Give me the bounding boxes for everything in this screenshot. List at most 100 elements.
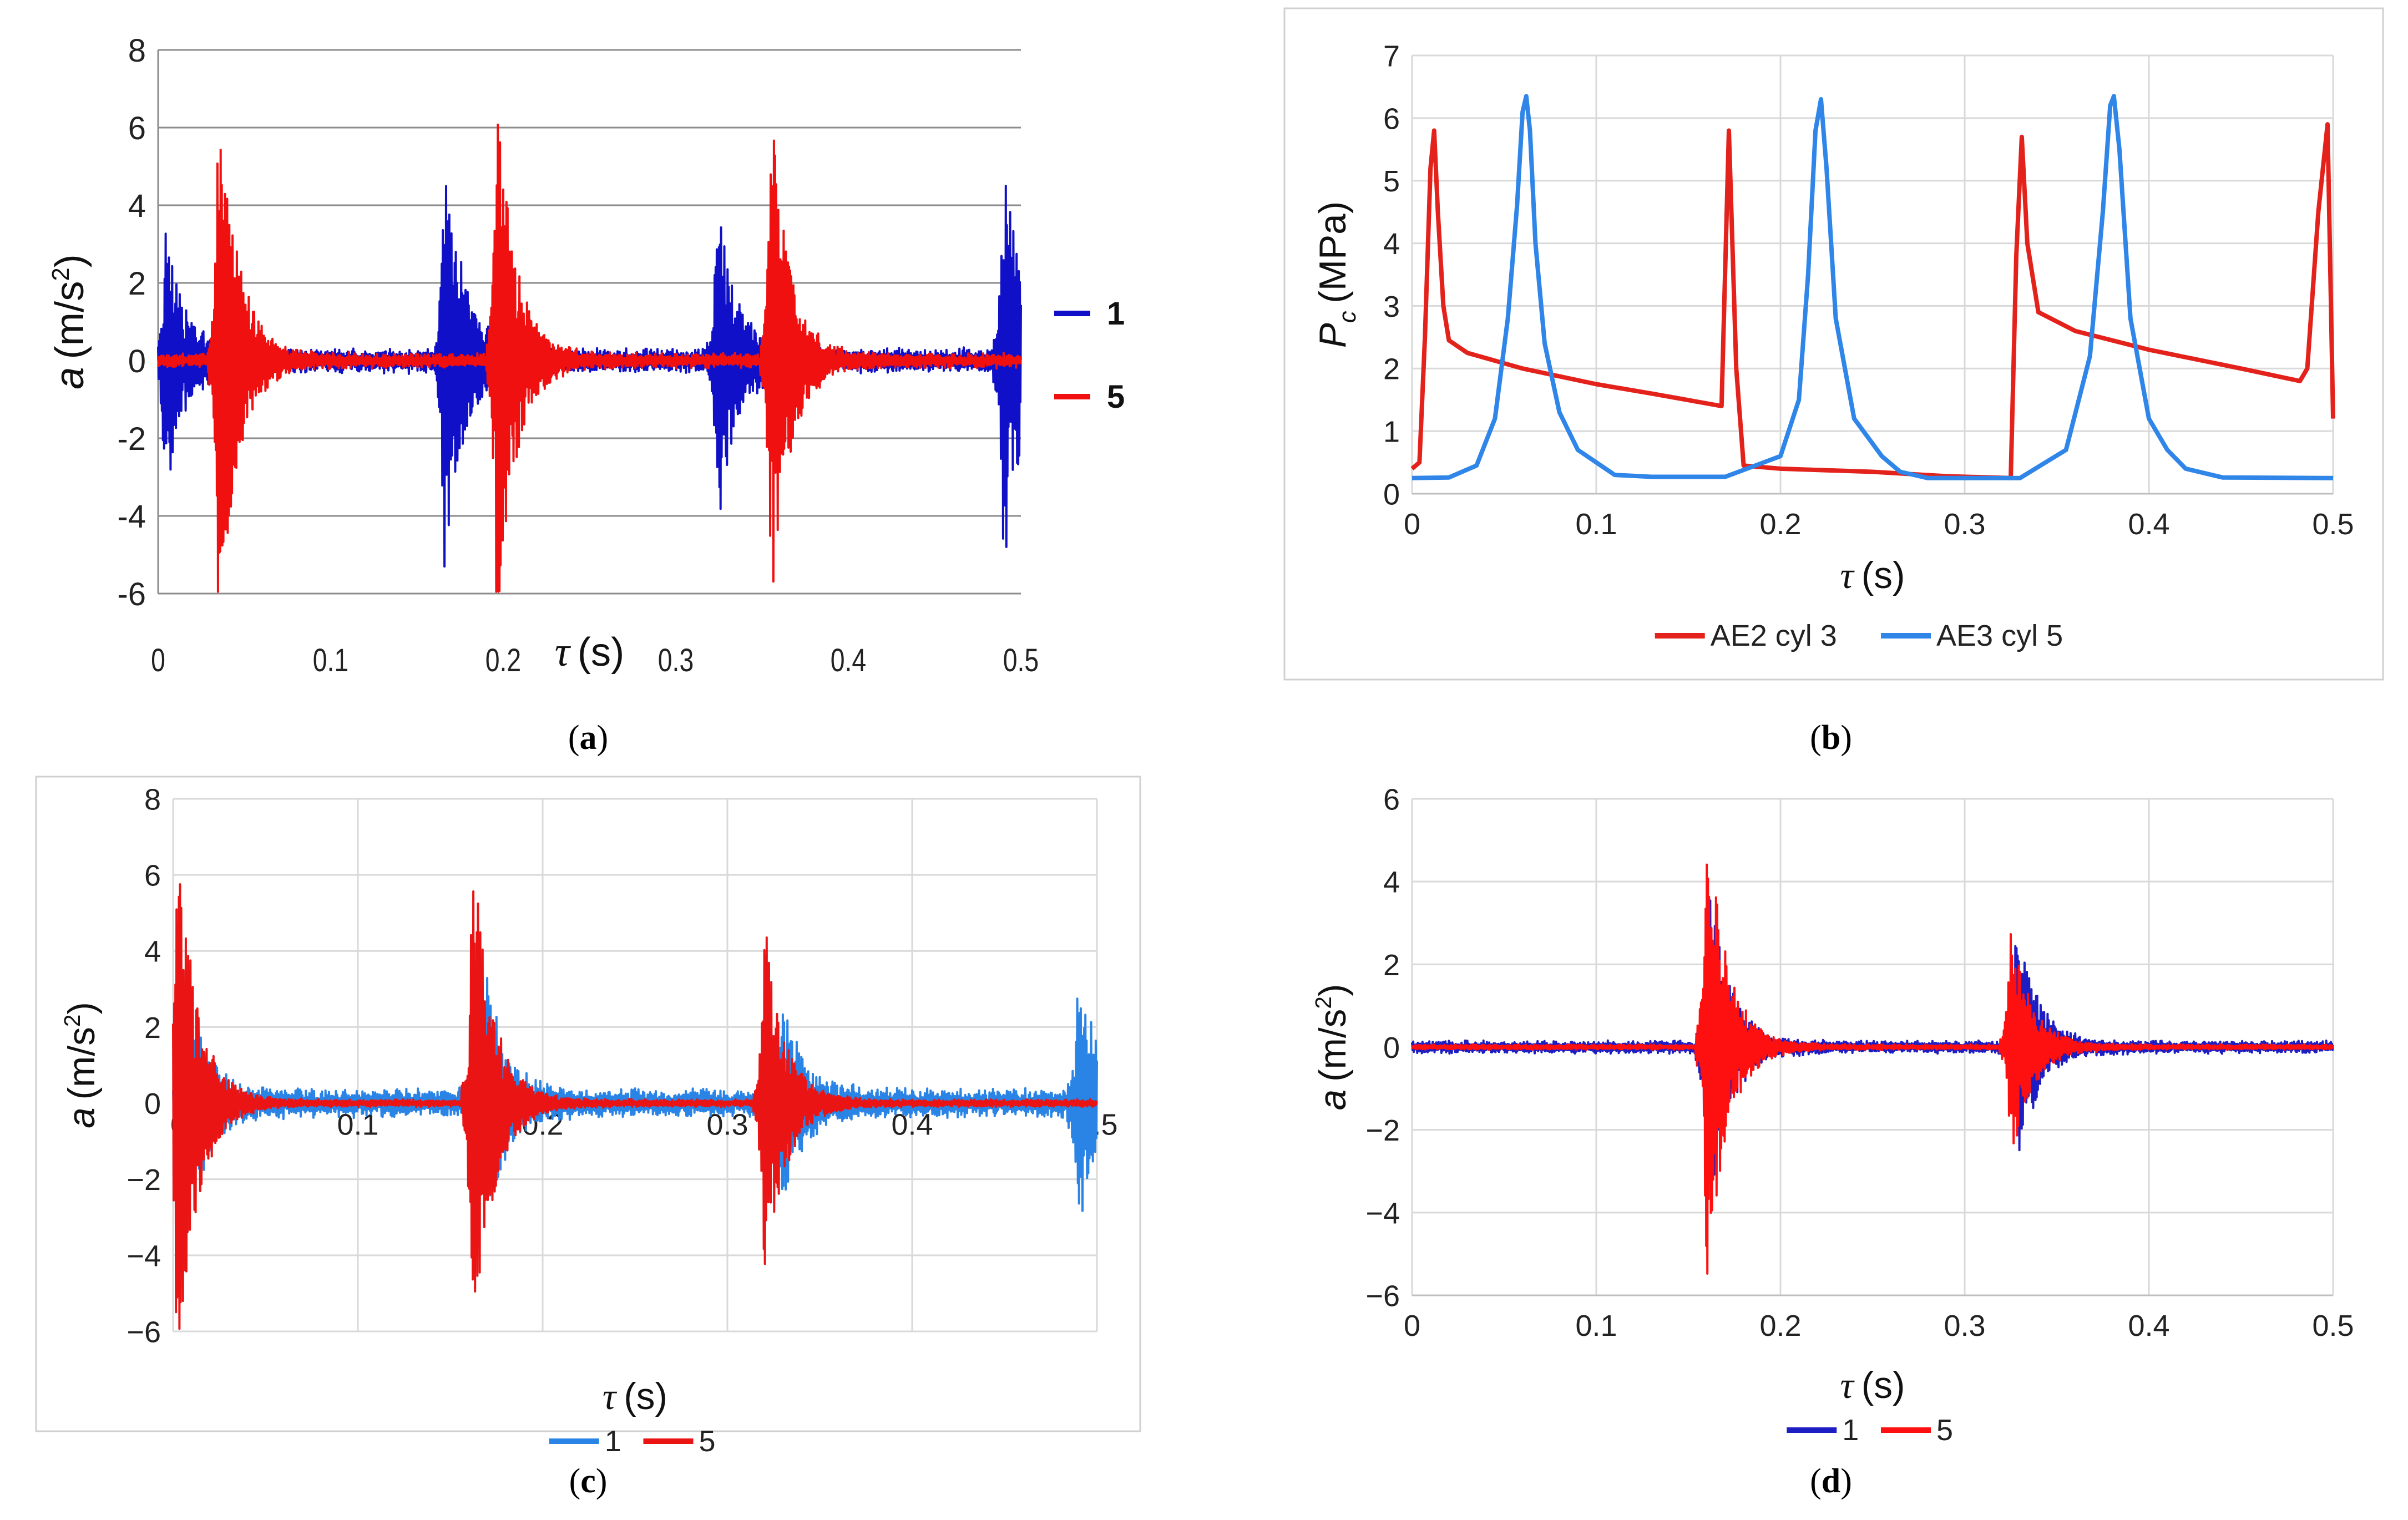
x-tick-label: 0.2 xyxy=(1759,508,1801,541)
y-tick-label: 0 xyxy=(1383,1031,1400,1065)
series-line-1 xyxy=(1410,122,2335,480)
y-axis-subscript: c xyxy=(1334,311,1361,323)
series-trace-1 xyxy=(157,185,1022,568)
y-tick-label: 0 xyxy=(144,1087,161,1121)
series-trace-2 xyxy=(172,883,1098,1330)
x-tick-label: 0.2 xyxy=(485,642,522,678)
x-tick-label: 0.5 xyxy=(2312,1309,2354,1342)
x-axis-label: τ (s) xyxy=(1840,1365,1905,1406)
y-tick-label: 4 xyxy=(1383,227,1400,261)
y-axis-unit: (m/s xyxy=(1312,1009,1354,1082)
y-tick-label: 0 xyxy=(128,343,146,379)
y-tick-label: −6 xyxy=(127,1315,161,1349)
y-axis-close: ) xyxy=(1312,984,1354,996)
y-axis-label: a (m/s2) xyxy=(1311,984,1354,1111)
legend-label: 5 xyxy=(1107,379,1125,415)
y-tick-label: 1 xyxy=(1383,416,1400,449)
y-tick-label: 3 xyxy=(1383,290,1400,323)
y-axis-superscript: 2 xyxy=(1311,996,1336,1009)
x-tick-label: 0.3 xyxy=(658,642,694,678)
x-axis-unit: (s) xyxy=(1861,1365,1905,1406)
y-tick-label: 6 xyxy=(144,859,161,893)
y-tick-label: 4 xyxy=(1383,866,1400,899)
x-axis-unit: (s) xyxy=(1861,555,1905,596)
y-tick-label: −4 xyxy=(127,1239,161,1273)
y-axis-unit: (m/s xyxy=(47,281,92,359)
x-tick-label: 0.1 xyxy=(1575,1309,1617,1342)
x-axis-symbol: τ xyxy=(1840,555,1855,596)
y-tick-label: 4 xyxy=(128,188,146,224)
x-tick-label: 0.5 xyxy=(2312,508,2354,541)
y-axis-superscript: 2 xyxy=(48,267,74,281)
chart-frame xyxy=(1283,7,2384,681)
caption-c: (c) xyxy=(569,1462,608,1500)
series-trace-1 xyxy=(1411,899,2334,1176)
y-axis-label: a (m/s2) xyxy=(59,1002,103,1128)
y-axis-close: ) xyxy=(47,254,92,267)
y-tick-label: 0 xyxy=(1383,478,1400,511)
legend-label: 5 xyxy=(699,1425,716,1458)
x-tick-label: 0.2 xyxy=(1759,1309,1801,1342)
y-tick-label: 4 xyxy=(144,935,161,969)
x-axis-label: τ (s) xyxy=(603,1376,667,1417)
series-trace-2 xyxy=(157,123,1022,593)
series-trace-1 xyxy=(172,977,1098,1222)
x-tick-label: 0 xyxy=(1404,1309,1420,1342)
x-axis-symbol: τ xyxy=(1840,1365,1855,1406)
legend-label: 1 xyxy=(605,1425,621,1458)
caption-b: (b) xyxy=(1810,719,1852,757)
x-tick-label: 0 xyxy=(1404,508,1420,541)
x-axis-symbol: τ xyxy=(603,1376,618,1417)
y-axis-superscript: 2 xyxy=(59,1015,85,1027)
y-tick-label: 2 xyxy=(144,1011,161,1045)
y-axis-unit: (MPa) xyxy=(1312,201,1354,303)
y-tick-label: −2 xyxy=(1365,1114,1400,1147)
x-tick-label: 0.4 xyxy=(831,642,867,678)
x-tick-label: 0.1 xyxy=(313,642,349,678)
y-axis-symbol: P xyxy=(1312,323,1354,348)
y-tick-label: −6 xyxy=(1365,1279,1400,1313)
y-tick-label: 2 xyxy=(1383,353,1400,386)
y-tick-label: 8 xyxy=(144,783,161,816)
x-tick-label: 0.3 xyxy=(1944,508,1985,541)
legend-label: 1 xyxy=(1107,296,1125,332)
caption-d: (d) xyxy=(1810,1462,1852,1500)
x-tick-label: 0 xyxy=(151,642,165,678)
y-tick-label: −2 xyxy=(127,1163,161,1197)
y-tick-label: 6 xyxy=(1383,783,1400,816)
x-tick-label: 0.1 xyxy=(1575,508,1617,541)
caption-a: (a) xyxy=(568,719,608,757)
y-tick-label: 6 xyxy=(128,110,146,146)
x-axis-symbol: τ xyxy=(555,629,571,675)
y-tick-label: 2 xyxy=(1383,949,1400,982)
x-axis-label: τ (s) xyxy=(1840,555,1905,596)
y-tick-label: 6 xyxy=(1383,102,1400,135)
x-tick-label: 0.3 xyxy=(1944,1309,1985,1342)
x-axis-unit: (s) xyxy=(624,1376,667,1417)
y-tick-label: −4 xyxy=(1365,1197,1400,1230)
y-tick-label: -4 xyxy=(117,499,146,535)
y-tick-label: 2 xyxy=(128,266,146,302)
y-axis-symbol: a xyxy=(1312,1090,1354,1111)
legend-label: 5 xyxy=(1936,1413,1953,1447)
y-axis-symbol: a xyxy=(47,367,92,389)
y-tick-label: 5 xyxy=(1383,165,1400,198)
y-tick-label: 8 xyxy=(128,33,146,69)
y-tick-label: -2 xyxy=(117,421,146,457)
legend-label: 1 xyxy=(1842,1413,1859,1447)
x-tick-label: 0.4 xyxy=(2128,508,2169,541)
x-axis-unit: (s) xyxy=(578,630,625,675)
y-tick-label: -6 xyxy=(117,576,146,612)
y-tick-label: 7 xyxy=(1383,39,1400,73)
y-axis-label: a (m/s2) xyxy=(47,254,92,389)
x-tick-label: 0.4 xyxy=(2128,1309,2169,1342)
y-axis-close: ) xyxy=(61,1002,103,1014)
y-axis-label: Pc (MPa) xyxy=(1312,201,1361,348)
y-axis-unit: (m/s xyxy=(61,1027,103,1100)
legend-label: AE3 cyl 5 xyxy=(1936,619,2063,652)
y-axis-symbol: a xyxy=(61,1107,103,1128)
